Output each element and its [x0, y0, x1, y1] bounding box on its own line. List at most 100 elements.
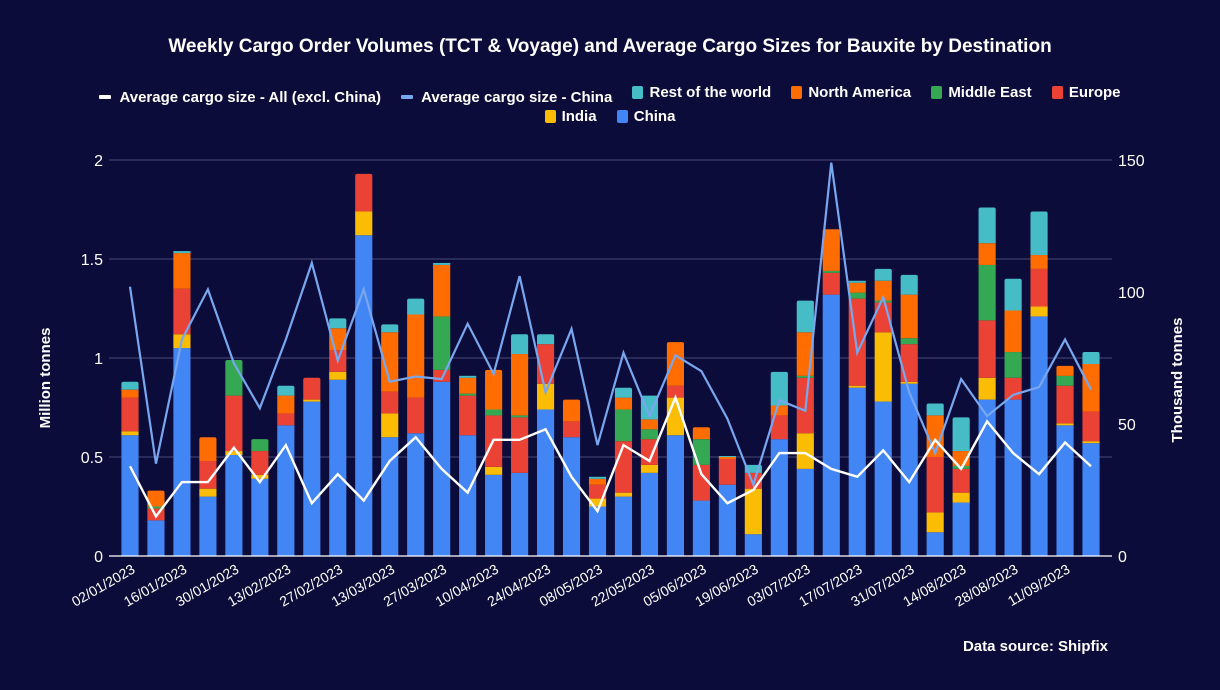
bar-segment-china — [329, 379, 347, 556]
legend-item-china[interactable]: China — [616, 108, 676, 125]
bar-segment-north-america — [770, 405, 788, 416]
bar-segment-rest-of-the-world — [770, 371, 788, 406]
legend-item-rest-of-world[interactable]: Rest of the world — [632, 84, 771, 101]
bar-segment-india — [251, 474, 269, 479]
bar-stack — [485, 369, 503, 556]
line-average-cargo-size-china — [128, 162, 1092, 489]
bar-stack — [952, 417, 970, 556]
bar-segment-north-america — [173, 253, 191, 289]
series-lines — [128, 162, 1092, 519]
y-tick-label: 1 — [94, 351, 103, 368]
bar-segment-north-america — [433, 264, 451, 317]
bar-segment-rest-of-the-world — [433, 262, 451, 265]
bar-stack — [770, 371, 788, 556]
bar-stack — [121, 381, 139, 556]
bar-stack — [251, 439, 269, 556]
legend-item-avg-all[interactable]: Average cargo size - All (excl. China) — [99, 89, 381, 106]
bar-stack — [614, 387, 633, 556]
bar-segment-europe — [770, 415, 788, 440]
bar-segment-india — [848, 385, 866, 388]
legend-item-middle-east[interactable]: Middle East — [931, 84, 1032, 101]
bar-segment-europe — [407, 397, 425, 434]
bar-segment-china — [121, 435, 139, 556]
bar-segment-india — [796, 433, 814, 469]
bar-segment-europe — [900, 344, 918, 382]
bar-segment-rest-of-the-world — [329, 318, 347, 329]
bar-segment-china — [588, 506, 607, 556]
legend-item-north-america[interactable]: North America — [791, 84, 911, 101]
legend-item-europe[interactable]: Europe — [1051, 84, 1121, 101]
bar-segment-china — [277, 425, 295, 556]
bar-segment-china — [355, 235, 373, 557]
bar-stack — [718, 456, 736, 556]
bar-stack — [1030, 211, 1048, 556]
bar-segment-north-america — [1030, 255, 1048, 269]
bar-stack — [277, 385, 295, 556]
bar-segment-india — [1082, 441, 1100, 444]
bar-segment-middle-east — [147, 506, 165, 509]
bar-segment-rest-of-the-world — [121, 381, 139, 390]
bar-segment-india — [1056, 423, 1074, 426]
bar-segment-rest-of-the-world — [900, 274, 918, 295]
bar-segment-europe — [562, 421, 581, 438]
bar-segment-india — [355, 211, 373, 236]
bar-segment-rest-of-the-world — [640, 395, 659, 420]
bar-segment-north-america — [1004, 310, 1022, 353]
legend-swatch-rest-of-world — [632, 86, 644, 99]
bar-segment-india — [900, 381, 918, 384]
bar-segment-europe — [511, 417, 529, 473]
bar-segment-middle-east — [485, 409, 503, 416]
bar-stack — [459, 375, 477, 556]
legend-item-avg-china[interactable]: Average cargo size - China — [401, 89, 612, 106]
bar-segment-middle-east — [1004, 352, 1022, 378]
bar-segment-china — [796, 468, 814, 556]
bar-segment-india — [952, 492, 970, 503]
bar-segment-north-america — [692, 427, 710, 440]
y2-tick-label: 150 — [1118, 153, 1145, 170]
bar-segment-india — [536, 383, 555, 410]
bar-segment-north-america — [666, 342, 685, 386]
bar-segment-china — [251, 478, 269, 556]
y2-tick-label: 100 — [1118, 285, 1145, 302]
bar-stack — [978, 207, 996, 556]
bar-segment-china — [640, 472, 659, 556]
bar-segment-europe — [433, 369, 451, 382]
bar-segment-india — [485, 466, 503, 475]
bar-segment-middle-east — [1056, 375, 1074, 386]
y-tick-label: 0.5 — [81, 450, 103, 467]
bar-segment-middle-east — [511, 415, 529, 418]
bar-segment-rest-of-the-world — [1004, 278, 1022, 311]
bar-stack — [147, 490, 165, 556]
bar-segment-europe — [692, 464, 710, 501]
bar-stack — [900, 274, 918, 556]
bar-segment-europe — [718, 458, 736, 485]
bar-stack — [848, 280, 866, 556]
bar-segment-rest-of-the-world — [978, 207, 996, 244]
bar-segment-north-america — [848, 282, 866, 293]
y-tick-label: 0 — [94, 549, 103, 566]
bar-segment-north-america — [381, 332, 399, 392]
bar-segment-rest-of-the-world — [874, 268, 892, 281]
bar-segment-china — [614, 496, 633, 556]
bar-segment-europe — [1082, 411, 1100, 442]
bar-segment-china — [1056, 425, 1074, 556]
bar-segment-north-america — [1056, 365, 1074, 376]
bar-segment-india — [978, 377, 996, 400]
data-source-note: Data source: Shipfix — [962, 638, 1108, 655]
bar-segment-middle-east — [251, 439, 269, 452]
y-tick-label: 2 — [94, 153, 103, 170]
bar-segment-china — [770, 439, 788, 556]
gridlines — [109, 159, 1112, 458]
bar-segment-europe — [173, 288, 191, 335]
bar-segment-india — [303, 399, 321, 402]
bar-stack — [199, 437, 217, 556]
bar-segment-north-america — [485, 369, 503, 410]
bar-segment-china — [900, 383, 918, 556]
legend-label: China — [633, 108, 676, 125]
bar-segment-europe — [666, 385, 685, 398]
legend-row-2: India China — [0, 108, 1220, 127]
bar-segment-middle-east — [900, 338, 918, 345]
bar-segment-europe — [926, 457, 944, 513]
legend-item-india[interactable]: India — [544, 108, 597, 125]
bar-segment-north-america — [614, 397, 633, 410]
